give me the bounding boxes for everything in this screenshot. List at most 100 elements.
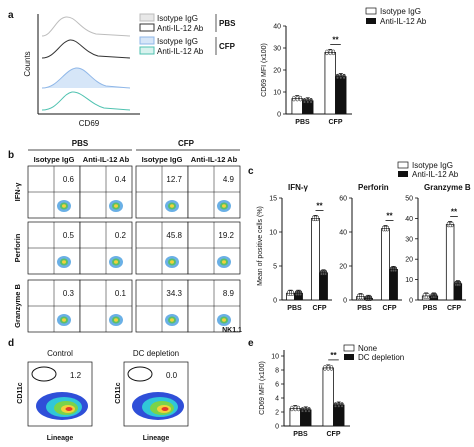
- b-flow-plot: 8.9: [187, 279, 241, 333]
- b-percentage-label: 19.2: [218, 231, 234, 240]
- b-flow-plot: 0.2: [79, 221, 133, 275]
- b-column-header: Isotype IgG: [142, 155, 183, 164]
- e-point: [337, 404, 341, 408]
- b-row-label: Granzyme B: [13, 284, 22, 328]
- c-point: [315, 215, 320, 219]
- c-point: [432, 295, 436, 299]
- a-point: [295, 98, 299, 102]
- b-row-label: Perforin: [13, 233, 22, 262]
- d-title-dc-depletion: DC depletion: [133, 349, 179, 358]
- a-point: [325, 49, 329, 53]
- panel-d-flow: Control DC depletion 1.2 0.0 CD11c CD11c …: [17, 349, 189, 442]
- c-subplot: IFN-γ 0 5 10 15 PBS CFP **: [269, 183, 332, 312]
- c-ytick-label: 50: [405, 196, 413, 203]
- c-point: [426, 293, 430, 297]
- a-ytick-label: 0: [277, 112, 281, 119]
- c-point: [296, 292, 301, 296]
- b-percentage-label: 45.8: [166, 231, 182, 240]
- e-point: [293, 408, 297, 412]
- b-flow-plot: 34.3: [135, 279, 189, 333]
- hist-ylabel: Counts: [23, 51, 32, 76]
- e-point: [326, 367, 330, 371]
- a-sig-label: **: [332, 35, 339, 44]
- c-subplot-title: IFN-γ: [288, 183, 309, 192]
- b-flow-plot: 0.1: [79, 279, 133, 333]
- a-ytick-label: 30: [273, 46, 281, 53]
- e-point: [307, 407, 311, 411]
- c-legend-anti-il12: Anti-IL-12 Ab: [412, 170, 459, 179]
- b-flow-plot: 0.3: [27, 279, 81, 333]
- b-flow-plot: 0.5: [27, 221, 81, 275]
- e-ytick-label: 6: [275, 382, 279, 389]
- d-xlabel-1: Lineage: [47, 435, 74, 442]
- c-point: [389, 266, 394, 270]
- c-xtick-label: PBS: [287, 305, 302, 312]
- c-point: [450, 221, 454, 225]
- c-ytick-label: 0: [343, 298, 347, 305]
- e-xtick-label: PBS: [293, 431, 308, 438]
- a-ylabel: CD69 MFI (x100): [261, 43, 268, 97]
- b-group-cfp: CFP: [178, 139, 195, 148]
- a-point: [306, 100, 310, 104]
- c-ytick-label: 15: [269, 196, 277, 203]
- b-percentage-label: 8.9: [223, 289, 235, 298]
- c-point: [358, 296, 363, 300]
- c-point: [381, 225, 386, 229]
- c-point: [288, 292, 293, 296]
- e-point: [290, 405, 294, 409]
- c-point: [364, 295, 369, 299]
- c-ytick-label: 0: [273, 298, 277, 305]
- c-sig-label: **: [386, 212, 393, 221]
- d-gate: [127, 366, 153, 382]
- e-legend-none: None: [358, 344, 378, 353]
- c-ytick-label: 20: [339, 264, 347, 271]
- c-point: [294, 290, 299, 294]
- hist-isotype-pbs: [41, 16, 131, 37]
- c-point: [360, 293, 365, 297]
- a-xtick-label: PBS: [295, 119, 310, 126]
- c-point: [446, 221, 450, 225]
- b-percentage-label: 0.3: [63, 289, 75, 298]
- e-point: [329, 365, 334, 369]
- e-ytick-label: 2: [275, 410, 279, 417]
- d-xlabel-2: Lineage: [143, 435, 170, 442]
- hist-anti-il12-pbs: [41, 39, 131, 59]
- d-gate-value: 0.0: [166, 371, 178, 380]
- c-point: [383, 228, 388, 232]
- panel-a-bar-chart: 0 10 20 30 40 CD69 MFI (x100) PBS CFP ** Isoty…: [261, 7, 427, 126]
- c-ytick-label: 40: [339, 230, 347, 237]
- e-point: [300, 407, 305, 411]
- a-point: [335, 73, 340, 77]
- c-bar: [389, 268, 398, 301]
- c-point: [290, 290, 295, 294]
- c-ylabel: Mean of positive cells (%): [257, 206, 264, 286]
- c-point: [313, 218, 318, 222]
- b-column-header: Isotype IgG: [34, 155, 75, 164]
- hist-legend: Isotype IgG Anti-IL-12 Ab Isotype IgG An…: [139, 13, 236, 56]
- b-percentage-label: 0.4: [115, 175, 127, 184]
- panel-a-histogram: Counts CD69 Isotype IgG Anti-IL-12 Ab Is…: [23, 13, 236, 128]
- a-xtick-label: CFP: [329, 119, 343, 126]
- b-percentage-label: 0.2: [115, 231, 127, 240]
- c-subplot-title: Granzyme B: [424, 183, 471, 192]
- a-legend-isotype: Isotype IgG: [380, 7, 421, 16]
- e-point: [340, 402, 344, 406]
- hist-xlabel: CD69: [79, 119, 100, 128]
- c-point: [323, 270, 328, 274]
- b-percentage-label: 0.5: [63, 231, 75, 240]
- c-subplot-title: Perforin: [358, 183, 389, 192]
- c-point: [286, 290, 291, 294]
- e-ytick-label: 8: [275, 368, 279, 375]
- e-bar: [322, 367, 334, 427]
- e-bar: [333, 404, 345, 427]
- a-point: [309, 98, 313, 102]
- e-point: [333, 402, 338, 406]
- c-ytick-label: 60: [339, 196, 347, 203]
- c-bar: [445, 224, 455, 301]
- a-point: [292, 95, 296, 99]
- panel-e-bar-chart: 0 2 4 6 8 10 CD69 MFI (x100) PBS CFP ** None DC…: [259, 344, 404, 438]
- c-point: [458, 280, 462, 285]
- c-subplot: Granzyme B 0 10 20 30 40 50 PBS CFP **: [405, 183, 471, 312]
- b-flow-plot: 12.7: [135, 165, 189, 219]
